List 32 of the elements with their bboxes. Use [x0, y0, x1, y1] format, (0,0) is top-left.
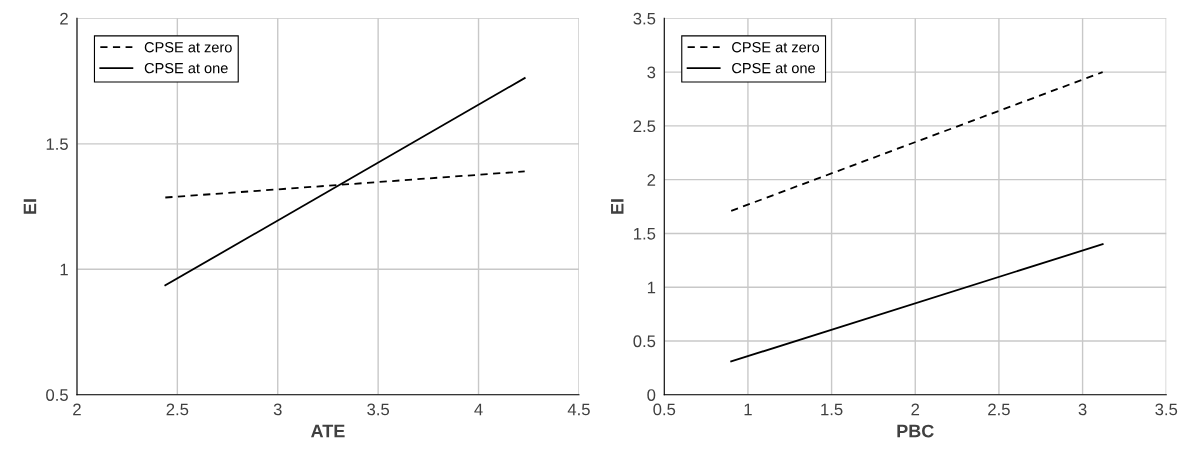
y-axis-title: EI [23, 199, 37, 214]
legend-label: CPSE at one [144, 62, 228, 74]
x-tick-label: 2 [911, 403, 920, 416]
x-tick-label: 4 [474, 403, 483, 416]
x-axis-title: PBC [897, 424, 934, 438]
x-axis-title: ATE [311, 424, 345, 438]
x-tick-label: 3 [273, 403, 282, 416]
y-axis-title: EI [611, 199, 624, 214]
y-tick-label: 2 [647, 174, 656, 186]
y-tick-label: 1.5 [634, 228, 656, 240]
y-tick-label: 3 [647, 66, 656, 79]
y-tick-label: 0.5 [633, 335, 656, 348]
y-tick-label: 2.5 [633, 120, 656, 133]
x-tick-label: 4.5 [567, 403, 590, 416]
x-tick-label: 2.5 [166, 403, 189, 416]
y-tick-label: 3.5 [633, 12, 656, 25]
x-tick-label: 3 [1078, 403, 1087, 416]
x-tick-label: 1.5 [821, 403, 843, 416]
x-tick-label: 3.5 [367, 403, 390, 416]
x-tick-label: 1 [744, 403, 752, 416]
y-tick-label: 1 [647, 281, 656, 294]
x-tick-label: 2 [73, 403, 81, 416]
legend-label: CPSE at zero [732, 42, 820, 53]
legend-label: CPSE at zero [144, 42, 232, 53]
y-tick-label: 0.5 [46, 389, 68, 401]
legend-label: CPSE at one [732, 62, 816, 74]
x-tick-label: 3.5 [1155, 403, 1178, 416]
y-tick-label: 0 [647, 389, 656, 401]
x-tick-label: 2.5 [988, 403, 1010, 416]
y-tick-label: 1 [60, 263, 68, 276]
y-tick-label: 2 [60, 12, 68, 25]
y-tick-label: 1.5 [46, 138, 68, 151]
